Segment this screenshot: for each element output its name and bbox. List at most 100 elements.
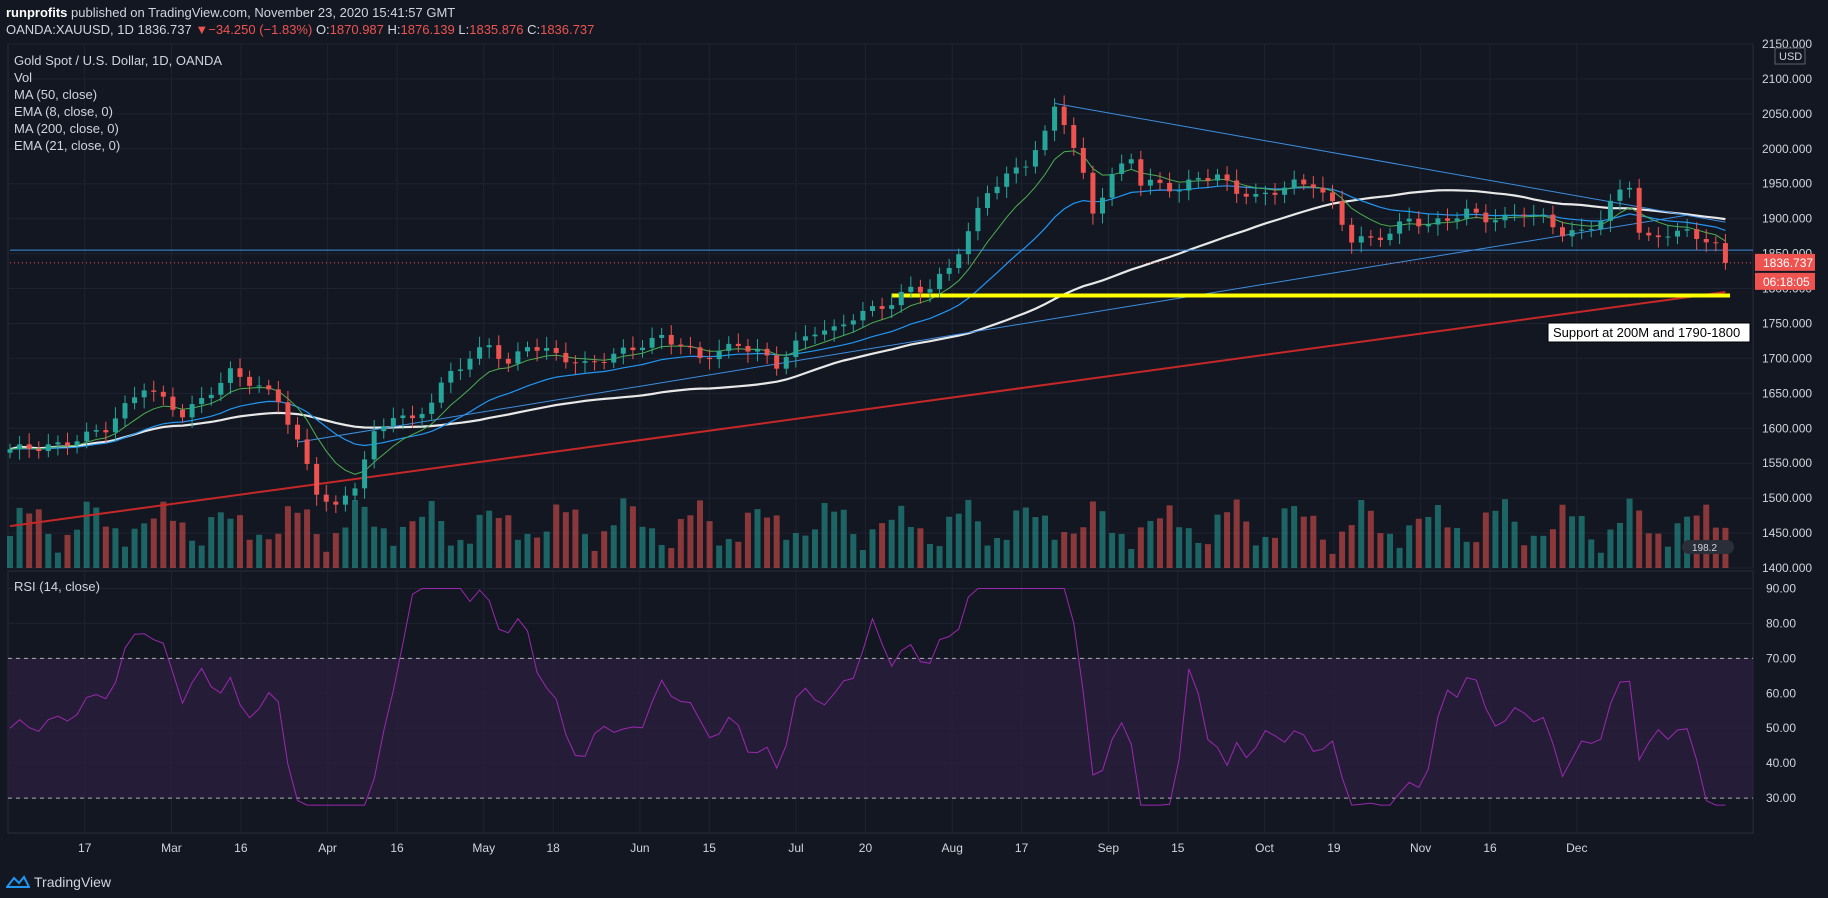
candle-body [1224, 174, 1230, 181]
volume-bar [83, 501, 90, 568]
candle-body [1320, 187, 1326, 193]
candle-body [400, 415, 406, 419]
ohlc-line: OANDA:XAUUSD, 1D 1836.737 ▼−34.250 (−1.8… [6, 22, 594, 37]
candle-body [707, 357, 713, 360]
volume-bar [1626, 498, 1633, 568]
volume-bar [1128, 548, 1135, 568]
indicator-legend: Gold Spot / U.S. Dollar, 1D, OANDA Vol M… [14, 52, 222, 154]
price-tick-label: 1750.000 [1762, 316, 1812, 330]
candle-body [1100, 197, 1105, 214]
volume-bar [1406, 525, 1413, 568]
candle-body [1406, 218, 1412, 222]
volume-bar [486, 510, 493, 568]
time-tick-label: 16 [234, 841, 248, 855]
price-tag-bg [1755, 253, 1815, 271]
volume-bar [744, 512, 751, 568]
symbol-name[interactable]: OANDA:XAUUSD, 1D [6, 22, 134, 37]
candle-body [592, 361, 598, 363]
candle-body [1349, 224, 1355, 243]
candle-body [1195, 178, 1201, 180]
volume-bar [783, 539, 790, 568]
time-tick-label: Mar [161, 841, 182, 855]
volume-bar [371, 526, 378, 568]
rsi-legend[interactable]: RSI (14, close) [14, 579, 100, 594]
volume-bar [54, 552, 61, 568]
candle-body [390, 418, 396, 427]
volume-bar [543, 531, 550, 568]
candle-body [1157, 179, 1163, 183]
volume-bar [438, 520, 445, 568]
author-name[interactable]: runprofits [6, 5, 68, 20]
price-tag: 1836.737 [1763, 256, 1813, 270]
candle-body [1722, 243, 1728, 263]
candle-body [716, 350, 722, 360]
volume-bar [332, 533, 339, 568]
candle-body [1272, 192, 1278, 195]
candle-body [1368, 236, 1374, 238]
volume-bar [1434, 504, 1441, 568]
volume-bar [582, 534, 588, 568]
price-tick-label: 1500.000 [1762, 491, 1812, 505]
price-pane[interactable] [7, 43, 1754, 569]
legend-ema21[interactable]: EMA (21, close, 0) [14, 138, 121, 153]
candle-body [342, 495, 348, 505]
volume-bar [792, 532, 799, 568]
legend-ma200[interactable]: MA (200, close, 0) [14, 121, 119, 136]
volume-bar [1540, 535, 1547, 568]
volume-bar [208, 517, 215, 568]
volume-bar [907, 527, 914, 568]
volume-bar [1204, 544, 1211, 568]
candle-body [333, 501, 339, 505]
candle-body [831, 326, 837, 331]
volume-bar [1013, 510, 1020, 568]
candle-body [1636, 187, 1642, 233]
volume-bar [1157, 518, 1163, 568]
volume-bar [7, 536, 13, 568]
candle-body [898, 291, 904, 306]
time-tick-label: Aug [942, 841, 963, 855]
candle-body [1646, 232, 1652, 236]
volume-bar [572, 509, 579, 568]
volume-bar [505, 515, 512, 568]
candle-body [247, 376, 253, 386]
legend-title[interactable]: Gold Spot / U.S. Dollar, 1D, OANDA [14, 53, 223, 68]
volume-bar [1262, 536, 1269, 568]
legend-ema8[interactable]: EMA (8, close, 0) [14, 104, 113, 119]
candle-body [1512, 214, 1518, 216]
low-value: 1835.876 [469, 22, 524, 37]
candle-body [611, 353, 617, 363]
tradingview-logo-icon[interactable] [6, 875, 30, 889]
legend-vol[interactable]: Vol [14, 70, 33, 85]
price-tick-label: 1650.000 [1762, 386, 1812, 400]
volume-bar [275, 533, 282, 568]
candle-body [477, 347, 483, 359]
legend-ma50[interactable]: MA (50, close) [14, 87, 98, 102]
volume-bar [141, 523, 148, 568]
candle-body [1531, 214, 1537, 216]
candle-body [1147, 179, 1153, 186]
currency-tag-bg [1774, 47, 1806, 65]
volume-bar [1645, 533, 1652, 568]
volume-bar [1444, 527, 1451, 568]
footer-brand[interactable]: TradingView [34, 874, 112, 890]
candle-body [381, 426, 387, 432]
volume-bar [735, 541, 742, 568]
candle-body [1071, 125, 1077, 148]
high-label: H: [387, 22, 401, 37]
candle-body [1483, 212, 1489, 223]
volume-bar [150, 518, 157, 568]
volume-bar [1300, 516, 1307, 568]
volume-bar [93, 507, 100, 568]
candle-body [1397, 221, 1403, 234]
candle-body [956, 254, 962, 268]
candle-body [793, 340, 799, 358]
volume-bar [917, 528, 924, 568]
candle-body [1109, 173, 1115, 198]
volume-bar [112, 528, 119, 568]
candle-body [1119, 163, 1125, 174]
candle-body [93, 430, 99, 432]
volume-bar [706, 521, 713, 568]
candle-body [1502, 214, 1508, 221]
volume-bar [1617, 522, 1623, 568]
